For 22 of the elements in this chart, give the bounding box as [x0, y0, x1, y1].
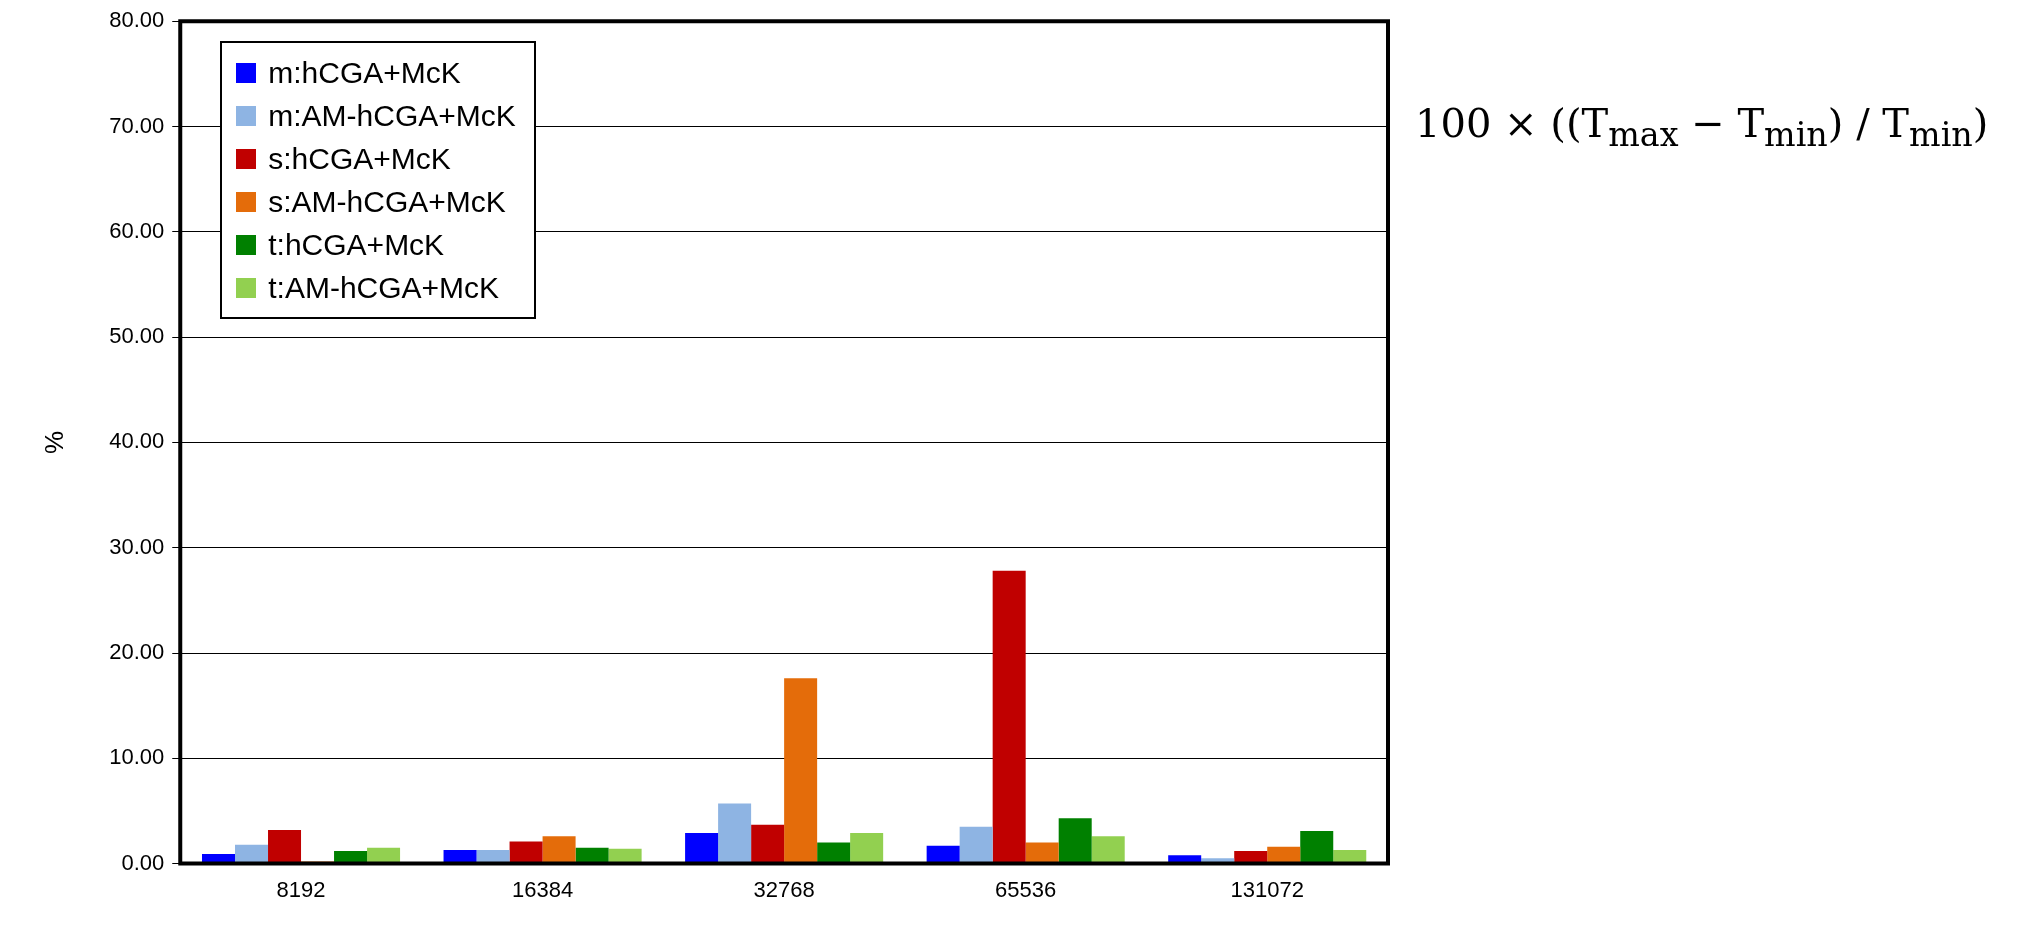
- y-tick-label: 40.00: [109, 428, 165, 454]
- y-tick-label: 10.00: [109, 744, 165, 770]
- legend-label: s:AM-hCGA+McK: [268, 184, 506, 219]
- legend-label: t:hCGA+McK: [268, 227, 445, 262]
- text: 100 × ((T$_{max}$ − T$_{min}$) / T$_{min}$): [1415, 100, 1989, 154]
- y-tick-label: 50.00: [109, 323, 165, 349]
- x-tick-label: 65536: [995, 876, 1057, 902]
- x-tick-label: 32768: [753, 876, 815, 902]
- y-tick-label: 60.00: [109, 217, 165, 243]
- x-tick-label: 16384: [511, 876, 574, 902]
- legend-label: s:hCGA+McK: [268, 141, 451, 176]
- y-tick-label: 0.00: [121, 849, 165, 875]
- x-tick-label: 131072: [1230, 876, 1304, 902]
- y-axis-title: %: [38, 430, 69, 454]
- legend-label: m:hCGA+McK: [268, 55, 461, 90]
- y-tick-label: 70.00: [109, 112, 165, 138]
- legend-label: m:AM-hCGA+McK: [268, 98, 516, 133]
- y-tick-label: 20.00: [109, 639, 165, 665]
- legend-label: t:AM-hCGA+McK: [268, 270, 500, 305]
- y-tick-label: 30.00: [109, 533, 165, 559]
- x-tick-label: 8192: [276, 876, 326, 902]
- y-tick-label: 80.00: [109, 7, 165, 33]
